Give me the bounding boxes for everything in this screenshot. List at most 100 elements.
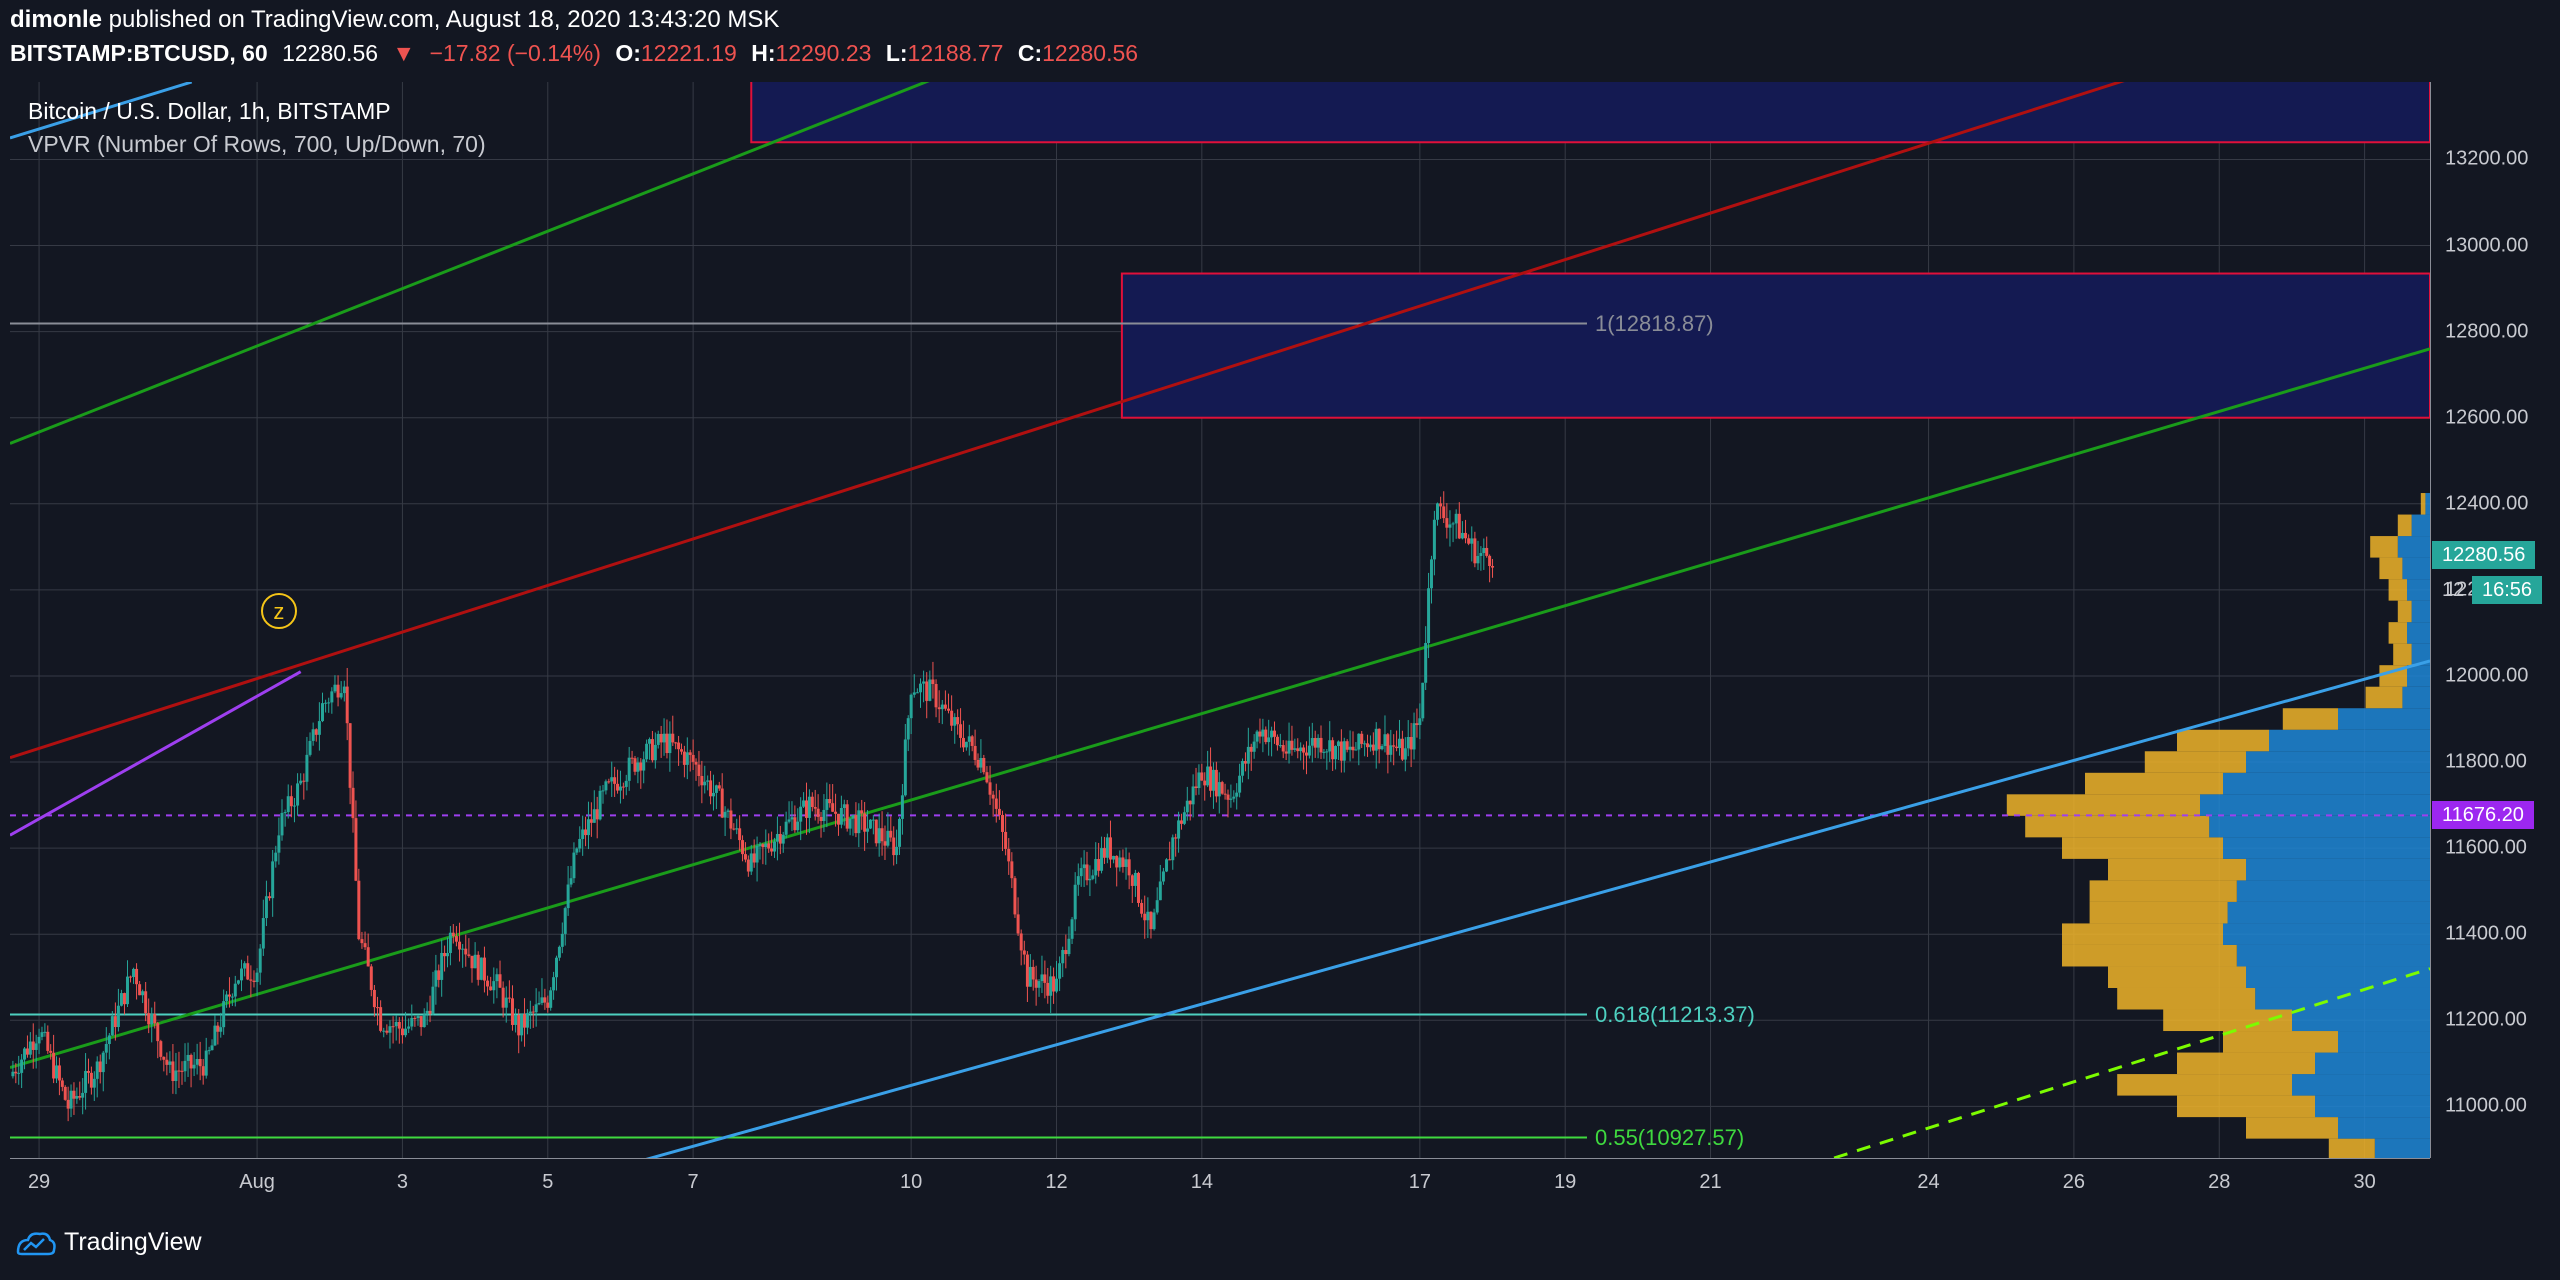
candle-body-up [618, 786, 622, 791]
candle-body-up [219, 1027, 223, 1032]
candle-body-up [537, 1002, 541, 1005]
candle-body-down [1249, 746, 1253, 752]
candle-body-up [17, 1072, 21, 1074]
candle-body-up [210, 1045, 214, 1051]
candle-body-down [874, 819, 878, 844]
candle-body-down [1464, 532, 1468, 539]
candle-body-down [1409, 736, 1413, 750]
time-tick-label: 21 [1699, 1171, 1722, 1193]
candle-body-down [985, 772, 989, 783]
candle-body-up [407, 1026, 411, 1029]
candle-body-down [476, 954, 480, 980]
candle-body-up [125, 976, 129, 1005]
candle-body-down [49, 1050, 53, 1053]
candle-body-down [991, 794, 995, 799]
candle-body-down [1127, 859, 1131, 876]
candle-body-up [540, 997, 544, 1003]
vpvr-up-bar [2006, 794, 2200, 816]
candle-body-up [434, 970, 438, 987]
candle-body-down [531, 1011, 535, 1013]
candle-body-down [732, 828, 736, 830]
candle-body-up [1299, 747, 1303, 752]
vpvr-down-bar [2227, 901, 2430, 924]
candle-body-down [98, 1061, 102, 1073]
candle-body-up [504, 997, 508, 1008]
candle-body-down [1275, 736, 1279, 746]
candle-body-down [458, 941, 462, 950]
candle-body-up [95, 1061, 99, 1079]
price-tick-label: 12000.00 [2445, 664, 2529, 687]
fib-level-0618-label: 0.618(11213.37) [1594, 1001, 1755, 1027]
vpvr-indicator-legend[interactable]: VPVR (Number Of Rows, 700, Up/Down, 70) [28, 131, 486, 157]
time-tick-label: 29 [27, 1171, 51, 1193]
candle-body-up [92, 1078, 96, 1088]
candle-body-down [1392, 745, 1396, 747]
vpvr-down-bar [2338, 708, 2430, 730]
trend-line-lime_dashed [1833, 967, 2430, 1158]
candle-body-up [299, 780, 303, 784]
vpvr-up-bar [2117, 1074, 2292, 1096]
candle-body-down [428, 1010, 432, 1014]
price-axis[interactable]: 11000.00 11200.00 11400.00 11600.00 11800.00… [2430, 82, 2560, 1158]
vpvr-up-bar [2379, 557, 2403, 580]
candle-body-up [627, 757, 631, 781]
candle-body-down [595, 809, 599, 820]
candle-body-up [1267, 737, 1271, 743]
candle-body-down [883, 841, 887, 846]
vpvr-up-bar [2117, 987, 2256, 1010]
candle-body-up [903, 739, 907, 796]
candle-body-up [243, 963, 247, 969]
candle-body-up [37, 1036, 41, 1044]
price-chart[interactable] [10, 82, 2430, 1158]
tradingview-logo-icon[interactable] [14, 1228, 58, 1258]
vpvr-down-bar [2236, 944, 2430, 967]
candle-body-down [738, 828, 742, 841]
chart-legend-title[interactable]: Bitcoin / U.S. Dollar, 1h, BITSTAMP [28, 98, 391, 124]
candle-body-down [959, 724, 963, 738]
candle-body-up [230, 996, 234, 998]
price-tick-label: 11000.00 [2445, 1094, 2527, 1117]
candle-body-up [557, 946, 561, 958]
candle-body-down [482, 957, 486, 981]
candle-body-up [40, 1032, 44, 1037]
candle-body-down [1442, 506, 1446, 519]
candle-body-down [697, 764, 701, 777]
candle-body-down [1377, 728, 1381, 750]
candle-body-up [1310, 738, 1314, 746]
candle-body-up [604, 781, 608, 791]
vpvr-down-bar [2292, 1074, 2430, 1096]
candle-body-up [575, 848, 579, 853]
candle-body-up [1197, 772, 1201, 789]
candle-body-up [1235, 792, 1239, 797]
z-marker[interactable]: z [260, 593, 297, 630]
candle-body-down [770, 848, 774, 852]
candle-body-down [66, 1099, 70, 1109]
candle-body-down [60, 1080, 64, 1087]
author-name[interactable]: dimonle [10, 6, 103, 33]
candle-body-down [746, 859, 750, 872]
time-axis[interactable]: 29 Aug 3 5 7 10 12 14 17 19 21 24 26 28 30 [10, 1158, 2430, 1209]
candle-body-up [195, 1058, 199, 1065]
vpvr-down-bar [2315, 1052, 2430, 1075]
tradingview-brand[interactable]: TradingView [64, 1228, 202, 1256]
candle-body-down [752, 853, 756, 863]
candle-body-up [653, 744, 657, 761]
candle-body-up [1427, 588, 1431, 644]
time-tick-label: Aug [239, 1171, 275, 1193]
vpvr-down-bar [2269, 729, 2430, 752]
candle-body-up [1232, 796, 1236, 799]
candle-body-up [1328, 740, 1332, 752]
chart-area[interactable] [10, 82, 2430, 1158]
candle-body-down [122, 993, 126, 1005]
candle-body-down [1395, 746, 1399, 749]
candle-body-down [1223, 793, 1227, 795]
candle-body-up [1389, 745, 1393, 755]
candle-body-up [1479, 553, 1483, 556]
candle-body-down [674, 742, 678, 744]
candle-body-up [1398, 738, 1402, 749]
candle-body-down [1019, 933, 1023, 951]
candle-body-up [1424, 643, 1428, 683]
candle-body-down [177, 1070, 181, 1072]
candle-body-down [379, 1007, 383, 1031]
vpvr-up-bar [2085, 772, 2223, 795]
